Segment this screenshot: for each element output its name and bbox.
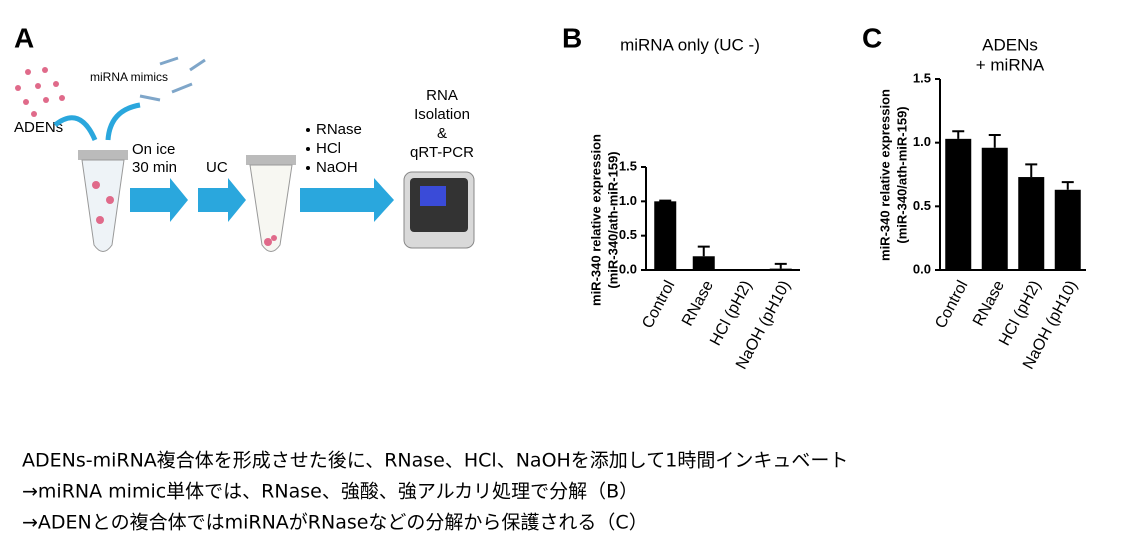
y-tick-label: 1.5: [913, 70, 931, 85]
nanoparticles: [15, 67, 65, 117]
label: ADENs: [14, 119, 63, 136]
y-tick-label: 1.5: [619, 158, 637, 173]
error-bar: [988, 134, 1001, 148]
curve-arrow: [53, 115, 98, 142]
bar: [1018, 177, 1045, 270]
y-tick-label: 0.5: [619, 227, 637, 242]
panel-label: A: [14, 22, 34, 53]
y-tick-label: 0.0: [619, 261, 637, 276]
label: HCl: [316, 140, 341, 157]
y-tick-label: 1.0: [913, 134, 931, 149]
mimics: [139, 56, 206, 102]
x-tick-label: RNase: [679, 278, 717, 329]
y-axis-label: (miR-340/ath-miR-159): [894, 106, 909, 243]
arrows: [130, 178, 394, 222]
tube: [78, 150, 128, 252]
error-bar: [1025, 163, 1038, 178]
error-bar: [659, 199, 672, 202]
label: On ice: [132, 141, 175, 158]
bar: [945, 138, 972, 270]
x-tick-label: RNase: [970, 278, 1008, 329]
x-tick-label: Control: [639, 278, 678, 332]
caption-line: ADENs-miRNA複合体を形成させた後に、RNase、HCl、NaOHを添加…: [22, 450, 848, 472]
panel-label: C: [862, 22, 882, 53]
error-bar: [1061, 181, 1074, 190]
y-tick-label: 1.0: [619, 193, 637, 208]
bar: [981, 147, 1008, 270]
label: 30 min: [132, 159, 177, 176]
caption-line: →miRNA mimic単体では、RNase、強酸、強アルカリ処理で分解（B）: [22, 481, 638, 503]
label: RNase: [316, 121, 362, 138]
chart-title: + miRNA: [976, 55, 1045, 74]
bar: [654, 201, 677, 270]
y-axis-label: miR-340 relative expression: [588, 134, 603, 306]
label: miRNA mimics: [90, 70, 168, 84]
error-bar: [774, 262, 787, 269]
pcr-machine: [403, 171, 475, 249]
label: RNA: [426, 87, 458, 104]
treatment-list: RNase HCl NaOH: [306, 121, 362, 176]
chart-title: miRNA only (UC -): [620, 35, 760, 54]
diagram: A B C ADENs miRNA mimics On ice 30 min: [14, 22, 882, 252]
bar: [769, 268, 792, 270]
error-bar: [697, 245, 710, 257]
tube: [246, 155, 296, 252]
curve-arrow: [105, 102, 141, 141]
label: NaOH: [316, 159, 358, 176]
bar: [692, 256, 715, 270]
panel-label: B: [562, 22, 582, 53]
error-bar: [952, 130, 965, 139]
y-tick-label: 0.0: [913, 261, 931, 276]
caption-line: →ADENとの複合体ではmiRNAがRNaseなどの分解から保護される（C）: [22, 512, 648, 534]
label: UC: [206, 159, 228, 176]
chart-title: ADENs: [982, 35, 1038, 54]
y-axis-label: miR-340 relative expression: [877, 89, 892, 261]
bar: [1054, 189, 1081, 270]
x-tick-label: Control: [932, 278, 971, 332]
label: Isolation: [414, 106, 470, 123]
y-tick-label: 0.5: [913, 198, 931, 213]
y-axis-label: (miR-340/ath-miR-159): [605, 151, 620, 288]
label: qRT-PCR: [410, 144, 474, 161]
label: &: [437, 125, 447, 142]
